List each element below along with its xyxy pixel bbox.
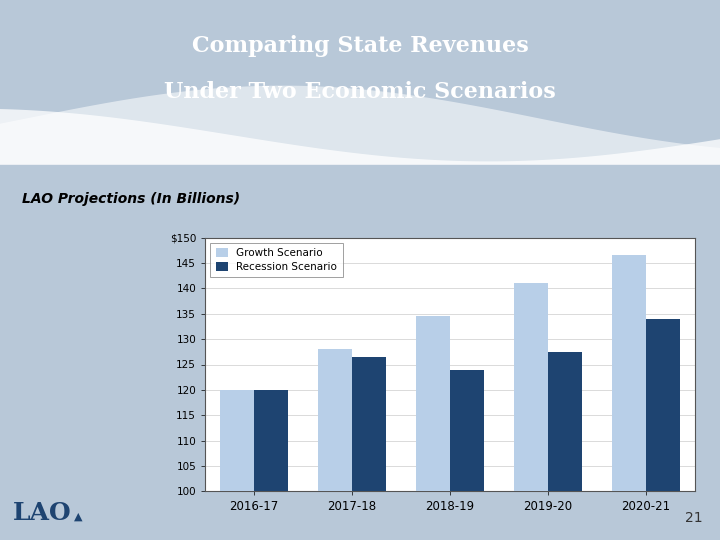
Legend: Growth Scenario, Recession Scenario: Growth Scenario, Recession Scenario [210, 243, 343, 278]
Text: LAO Projections (In Billions): LAO Projections (In Billions) [22, 192, 240, 206]
Bar [254, 390, 289, 491]
Text: Comparing State Revenues: Comparing State Revenues [192, 35, 528, 57]
Bar [318, 349, 352, 491]
Polygon shape [0, 109, 720, 165]
Text: ▲: ▲ [74, 511, 83, 522]
Polygon shape [0, 86, 720, 165]
Bar [548, 352, 582, 491]
Text: LAO: LAO [13, 501, 71, 525]
Bar [352, 357, 387, 491]
Text: Under Two Economic Scenarios: Under Two Economic Scenarios [164, 81, 556, 103]
Bar [450, 369, 485, 491]
Bar [611, 255, 646, 491]
Bar [646, 319, 680, 491]
Bar [513, 284, 548, 491]
Bar [415, 316, 450, 491]
Text: 21: 21 [685, 511, 703, 525]
Bar [220, 390, 254, 491]
